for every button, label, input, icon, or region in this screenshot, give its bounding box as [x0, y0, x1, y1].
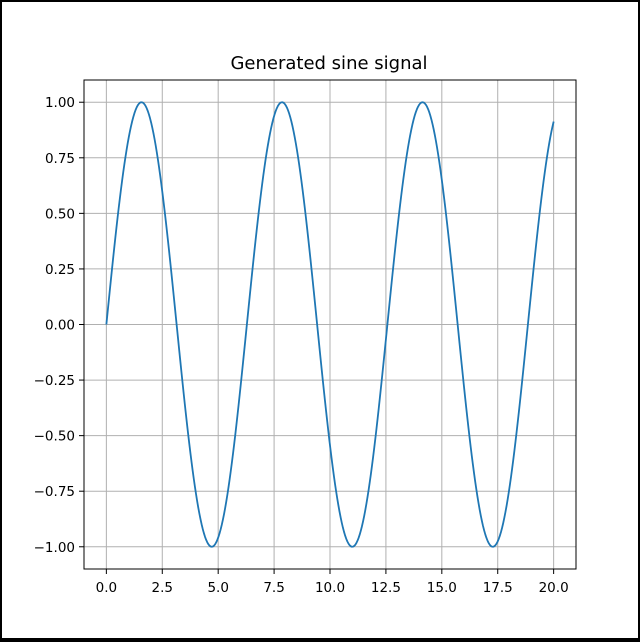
y-tick-label: 1.00	[45, 95, 75, 111]
x-tick-label: 20.0	[539, 580, 569, 596]
x-tick-label: 0.0	[96, 580, 117, 596]
x-axis: 0.0 2.5 5.0 7.5 10.0 12.5 15.0 17.5 20.0	[96, 569, 569, 596]
y-tick-label: 0.25	[45, 262, 75, 278]
y-tick-label: −0.25	[34, 373, 75, 389]
chart-title: Generated sine signal	[230, 53, 427, 74]
y-tick-label: −1.00	[34, 540, 75, 556]
y-tick-label: −0.50	[34, 429, 75, 445]
x-tick-label: 7.5	[263, 580, 284, 596]
series-line	[105, 101, 555, 548]
x-tick-label: 5.0	[207, 580, 228, 596]
y-tick-label: −0.75	[34, 484, 75, 500]
x-tick-label: 2.5	[152, 580, 173, 596]
y-axis: 1.00 0.75 0.50 0.25 0.00 −0.25 −0.50 −0.75 −1.00	[34, 95, 84, 556]
grid	[84, 80, 576, 569]
y-tick-label: 0.00	[45, 318, 75, 334]
x-tick-label: 10.0	[315, 580, 345, 596]
plot-area	[105, 101, 555, 548]
x-tick-label: 12.5	[371, 580, 401, 596]
x-tick-label: 17.5	[483, 580, 513, 596]
y-tick-label: 0.50	[45, 206, 75, 222]
x-tick-label: 15.0	[427, 580, 457, 596]
y-tick-label: 0.75	[45, 151, 75, 167]
